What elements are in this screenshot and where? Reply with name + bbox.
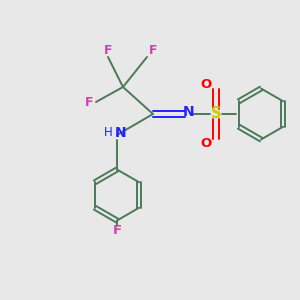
- Text: O: O: [201, 136, 212, 150]
- Text: H: H: [104, 126, 113, 139]
- Text: N: N: [115, 126, 126, 140]
- Text: F: F: [104, 44, 112, 57]
- Text: F: F: [112, 224, 122, 237]
- Text: F: F: [149, 44, 157, 57]
- Text: O: O: [201, 78, 212, 92]
- Text: S: S: [211, 106, 221, 122]
- Text: F: F: [85, 95, 94, 109]
- Text: N: N: [183, 106, 195, 119]
